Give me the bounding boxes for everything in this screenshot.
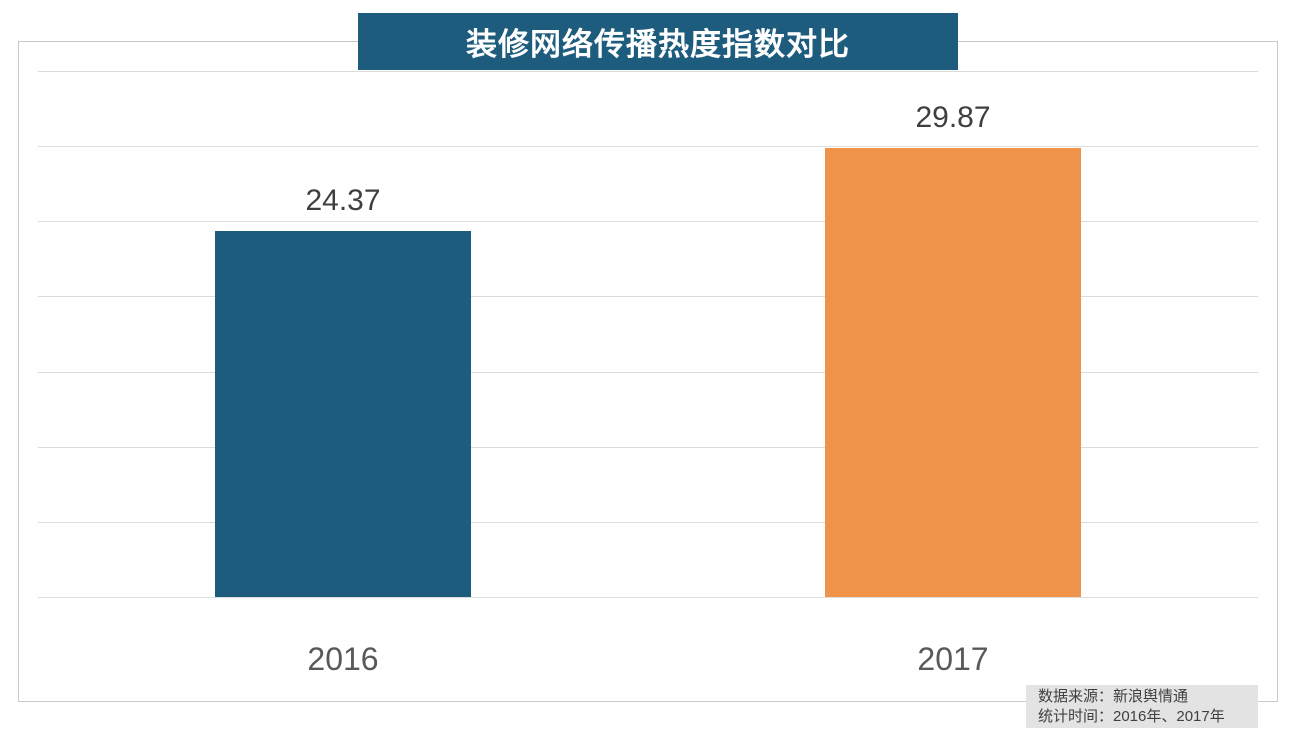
gridline <box>38 446 1258 448</box>
gridline <box>38 71 1258 72</box>
bar-2016 <box>215 230 471 597</box>
category-label-2016: 2016 <box>307 641 379 677</box>
bar-2017 <box>825 148 1081 597</box>
value-label-2017: 29.87 <box>915 101 991 135</box>
gridline <box>38 597 1258 598</box>
gridline <box>38 371 1258 373</box>
chart-title-bar: 装修网络传播热度指数对比 <box>358 13 958 70</box>
source-note: 数据来源：新浪舆情通 统计时间：2016年、2017年 <box>1026 685 1258 728</box>
category-label-2017: 2017 <box>917 641 989 677</box>
gridline <box>38 221 1258 223</box>
source-line-period: 统计时间：2016年、2017年 <box>1038 708 1225 725</box>
source-line-datasource: 数据来源：新浪舆情通 <box>1038 688 1189 705</box>
gridline <box>38 521 1258 523</box>
gridline <box>38 146 1258 148</box>
value-label-2016: 24.37 <box>305 183 381 217</box>
chart-title-text: 装修网络传播热度指数对比 <box>466 27 850 62</box>
gridline <box>38 296 1258 298</box>
